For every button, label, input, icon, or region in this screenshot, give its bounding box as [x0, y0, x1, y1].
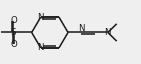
- Text: N: N: [78, 24, 85, 33]
- Text: N: N: [105, 28, 111, 37]
- Text: O: O: [11, 16, 17, 25]
- Text: S: S: [10, 28, 16, 37]
- Text: N: N: [38, 13, 44, 22]
- Text: N: N: [38, 43, 44, 52]
- Text: O: O: [11, 40, 17, 49]
